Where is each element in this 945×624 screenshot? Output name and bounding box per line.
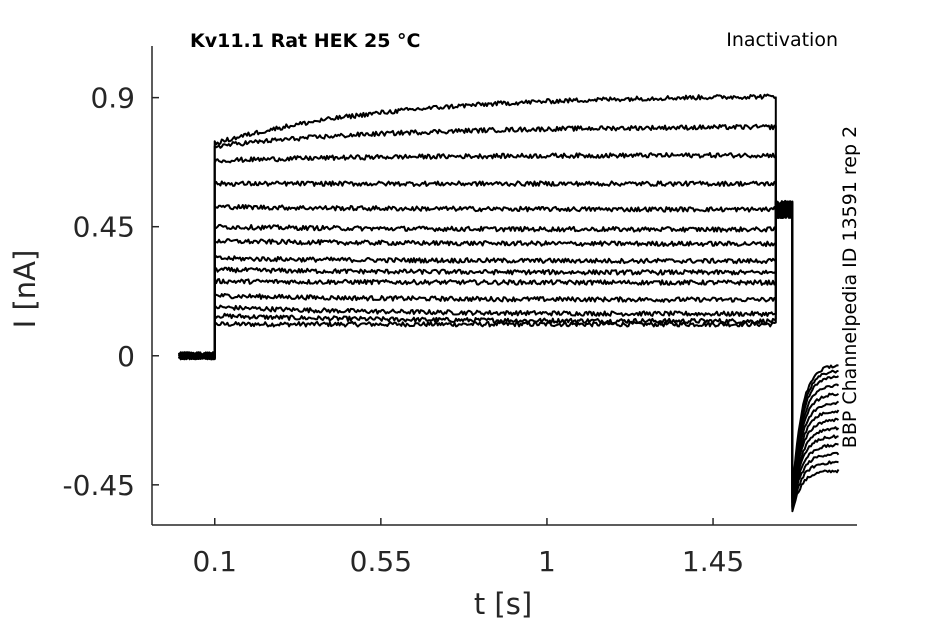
trace-line-13 bbox=[177, 123, 839, 499]
trace-line-4 bbox=[178, 200, 839, 509]
trace-line-11 bbox=[178, 180, 840, 499]
x-axis-label: t [s] bbox=[474, 587, 532, 621]
y-tick-label: 0 bbox=[117, 340, 135, 373]
trace-line-14 bbox=[178, 93, 839, 497]
y-ticks-group: -0.45 0 0.45 0.9 bbox=[63, 82, 159, 502]
x-tick-label: 0.1 bbox=[192, 545, 237, 578]
chart-subtitle-inactivation: Inactivation bbox=[726, 29, 838, 51]
trace-line-5 bbox=[178, 200, 839, 509]
x-ticks-group: 0.1 0.55 1 1.45 bbox=[192, 518, 744, 578]
trace-line-7 bbox=[178, 200, 840, 504]
trace-line-1 bbox=[178, 200, 840, 513]
x-tick-label: 1.45 bbox=[682, 545, 744, 578]
trace-line-6 bbox=[177, 200, 840, 508]
trace-line-12 bbox=[177, 152, 840, 500]
x-tick-label: 1 bbox=[538, 545, 556, 578]
y-tick-label: -0.45 bbox=[63, 469, 135, 502]
y-tick-label: 0.9 bbox=[90, 82, 135, 115]
recording-id-label: BBP Channelpedia ID 13591 rep 2 bbox=[839, 126, 861, 448]
trace-line-10 bbox=[178, 199, 840, 501]
trace-line-8 bbox=[177, 201, 840, 504]
x-tick-label: 0.55 bbox=[350, 545, 412, 578]
traces-group bbox=[177, 93, 840, 513]
y-axis-label: I [nA] bbox=[8, 250, 42, 329]
trace-line-9 bbox=[178, 199, 840, 503]
chart-title: Kv11.1 Rat HEK 25 °C bbox=[190, 30, 420, 52]
trace-line-2 bbox=[178, 200, 839, 510]
y-tick-label: 0.45 bbox=[73, 211, 135, 244]
trace-line-3 bbox=[178, 201, 840, 511]
